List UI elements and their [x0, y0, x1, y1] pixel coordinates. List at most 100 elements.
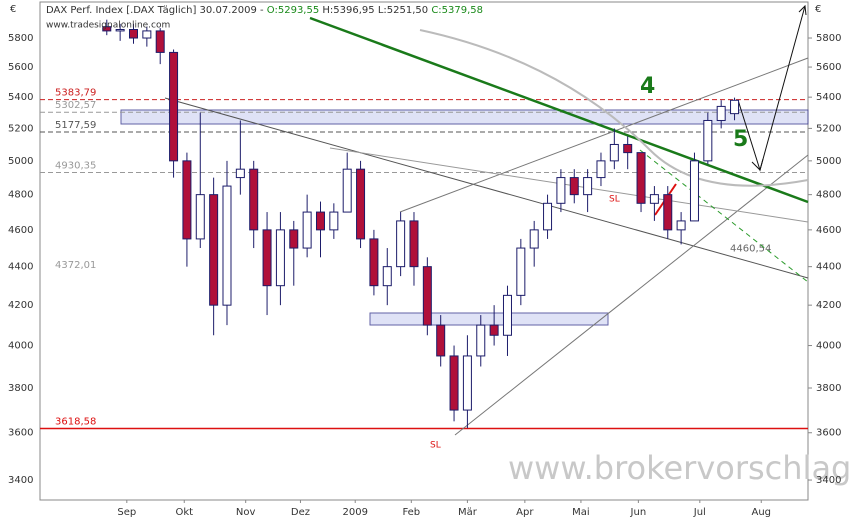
wave-label: 5: [733, 127, 748, 152]
y-tick-label: 4600: [816, 225, 841, 236]
currency: €: [10, 4, 16, 15]
candle-body: [262, 229, 272, 287]
level-label: 4930,35: [55, 160, 96, 171]
y-tick-label: 5800: [8, 33, 33, 44]
x-tick-label: Feb: [402, 507, 420, 518]
y-tick-label: 4000: [8, 341, 33, 352]
candle-body: [636, 152, 646, 204]
x-tick-label: Apr: [516, 507, 534, 518]
candle-body: [703, 119, 713, 162]
arrow-head: [798, 4, 807, 16]
candle-body: [556, 177, 566, 204]
candle-body: [102, 26, 112, 32]
x-tick-label: Sep: [117, 507, 136, 518]
y-tick-label: 4400: [8, 262, 33, 273]
open-value: O:5293,55: [267, 5, 319, 16]
header: DAX Perf. Index [.DAX Täglich] 30.07.200…: [46, 5, 483, 16]
candle-body: [449, 355, 459, 411]
x-tick-label: Dez: [291, 507, 310, 518]
candle-body: [115, 29, 125, 32]
y-tick-label: 5600: [816, 62, 841, 73]
y-tick-label: 5800: [816, 33, 841, 44]
candle-body: [155, 30, 165, 53]
y-tick-label: 4800: [816, 190, 841, 201]
trendline: [309, 16, 809, 204]
trendlines: [164, 4, 809, 436]
candle-body: [422, 266, 432, 326]
y-tick-label: 4000: [816, 341, 841, 352]
level-label: 5177,59: [55, 120, 96, 131]
candle-body: [182, 160, 192, 240]
candle-body: [356, 168, 366, 240]
candle-body: [596, 160, 606, 179]
x-tick-label: Aug: [751, 507, 771, 518]
candle-body: [302, 211, 312, 249]
y-tick-label: 3600: [8, 428, 33, 439]
y-tick-label: 5000: [816, 156, 841, 167]
y-tick-label: 3800: [816, 383, 841, 394]
trendline: [329, 147, 809, 223]
candle-body: [689, 160, 699, 222]
candle-body: [649, 194, 659, 204]
close-value: C:5379,58: [431, 5, 483, 16]
candle-body: [623, 143, 633, 154]
level-label: 3618,58: [55, 416, 96, 427]
watermark: www.brokervorschlag.de: [508, 449, 850, 487]
x-tick-label: Nov: [236, 507, 256, 518]
level-label: 5302,57: [55, 100, 96, 111]
candle-body: [169, 51, 179, 162]
candle-body: [222, 185, 232, 306]
high-low-value: H:5396,95 L:5251,50: [322, 5, 428, 16]
candle-body: [609, 143, 619, 162]
candle-body: [676, 220, 686, 231]
candle-body: [436, 324, 446, 357]
candle-body: [382, 266, 392, 287]
candle-body: [489, 324, 499, 336]
candle-body: [476, 324, 486, 357]
candle-body: [583, 177, 593, 196]
candle-body: [502, 294, 512, 336]
candle-body: [716, 105, 726, 121]
stop-loss-label: SL: [430, 441, 441, 451]
candle-body: [289, 229, 299, 249]
moving-average: [419, 29, 809, 187]
y-tick-label: 3400: [816, 475, 841, 486]
candle-body: [663, 194, 673, 231]
candle-body: [730, 99, 740, 115]
candle-body: [369, 238, 379, 287]
trendline: [164, 97, 809, 279]
y-tick-label: 3800: [8, 383, 33, 394]
arrow-head: [751, 158, 764, 171]
candle-body: [209, 194, 219, 306]
y-tick-label: 5400: [816, 92, 841, 103]
plot-frame: [39, 1, 809, 501]
level-label: 4372,01: [55, 260, 96, 271]
y-tick-label: 5000: [8, 156, 33, 167]
y-tick-label: 5200: [8, 123, 33, 134]
y-tick-label: 4800: [8, 190, 33, 201]
x-tick-label: Mär: [458, 507, 478, 518]
y-tick-label: 5200: [816, 123, 841, 134]
candle-body: [128, 29, 138, 39]
support-zone: [369, 312, 609, 326]
y-tick-label: 5400: [8, 92, 33, 103]
source: www.tradesignalonline.com: [46, 21, 170, 31]
currency: €: [815, 4, 821, 15]
wave-label: 4: [640, 74, 655, 99]
candle-body: [342, 168, 352, 213]
trendline: [399, 57, 809, 213]
y-tick-label: 4200: [8, 300, 33, 311]
level-label: 5383,79: [55, 88, 96, 99]
stop-loss-label: SL: [609, 195, 620, 205]
candle-body: [543, 202, 553, 231]
x-tick-label: 2009: [342, 507, 367, 518]
candle-body: [396, 220, 406, 268]
candle-body: [275, 229, 285, 287]
x-tick-label: Mai: [572, 507, 590, 518]
candle-body: [315, 211, 325, 231]
candle-body: [142, 30, 152, 39]
candle-body: [462, 355, 472, 411]
candle-body: [409, 220, 419, 268]
candle-body: [516, 247, 526, 296]
